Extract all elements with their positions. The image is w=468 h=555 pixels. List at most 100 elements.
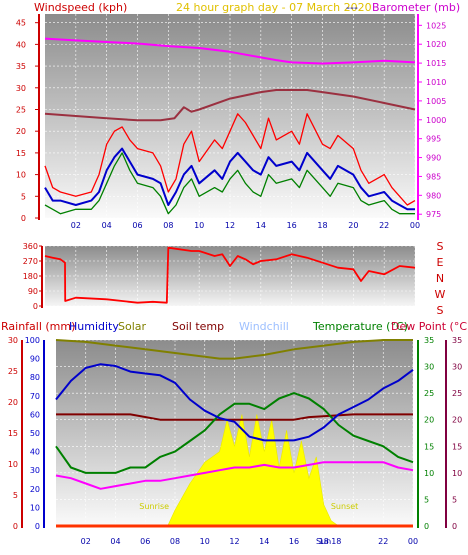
barometer-tick-label: 975 (426, 210, 441, 219)
temp-x-tick-label: 00 (408, 537, 418, 546)
chart-title: 24 hour graph day - 07 March 2020 (176, 1, 372, 14)
rainfall-tick-label: 10 (8, 460, 18, 469)
wind-x-tick-label: 16 (287, 221, 297, 230)
barometer-tick-label: 1010 (426, 78, 446, 87)
temperature-line (55, 392, 414, 474)
windspeed-axis-label: Windspeed (kph) (34, 1, 128, 14)
solar-radiation-area (167, 414, 340, 527)
compass-label: S (437, 240, 444, 253)
direction-tick-label: 90 (28, 287, 38, 296)
dew-point-tick-label: 30 (452, 363, 462, 372)
temperature-tick-label: 20 (424, 416, 434, 425)
humidity-tick-label: 70 (30, 392, 40, 401)
rainfall-tick-label: 5 (13, 491, 18, 500)
barometer-line (44, 37, 416, 65)
temp-x-tick-label: 16 (289, 537, 299, 546)
windspeed-tick-label: 15 (16, 149, 26, 158)
humidity-tick-label: 50 (30, 429, 40, 438)
humidity-tick-label: 40 (30, 448, 40, 457)
temp-x-tick-label: 02 (81, 537, 91, 546)
wind-x-tick-label: 14 (256, 221, 266, 230)
wind-x-tick-label: 18 (317, 221, 327, 230)
windspeed-tick-label: 35 (16, 62, 26, 71)
windspeed-tick-label: 10 (16, 171, 26, 180)
dew-point-tick-label: 5 (452, 495, 457, 504)
rainfall-tick-label: 30 (8, 336, 18, 345)
windspeed-tick-label: 40 (16, 40, 26, 49)
wind-average-line (44, 147, 415, 211)
wind-x-tick-label: 02 (71, 221, 81, 230)
barometer-tick-label: 980 (426, 191, 441, 200)
wind-x-tick-label: 04 (102, 221, 112, 230)
humidity-tick-label: 30 (30, 466, 40, 475)
barometer-tick-label: 985 (426, 172, 441, 181)
humidity-tick-label: 60 (30, 410, 40, 419)
direction-tick-label: 0 (33, 302, 38, 311)
soil-temp-line (56, 413, 413, 421)
wind-x-tick-label: 08 (163, 221, 173, 230)
rainfall-tick-label: 20 (8, 398, 18, 407)
temperature-tick-label: 35 (424, 336, 434, 345)
temp-x-tick-label: 04 (110, 537, 120, 546)
wind-x-tick-label: 10 (194, 221, 204, 230)
dew-point-tick-label: 25 (452, 389, 462, 398)
solar-line (55, 339, 413, 360)
legend-humidity: Humidity (69, 320, 119, 333)
humidity-tick-label: 10 (30, 503, 40, 512)
windspeed-tick-label: 0 (21, 214, 26, 223)
sunset-label: Sunset (331, 502, 358, 511)
legend-windchill: Windchill (239, 320, 289, 333)
legend-rainfall: Rainfall (mm) (1, 320, 76, 333)
pressure-trend-line (44, 89, 416, 122)
barometer-tick-label: 1005 (426, 97, 446, 106)
humidity-tick-label: 80 (30, 373, 40, 382)
wind-gust-line (44, 113, 416, 206)
barometer-tick-label: 1015 (426, 59, 446, 68)
temperature-tick-label: 25 (424, 389, 434, 398)
rainfall-tick-label: 15 (8, 429, 18, 438)
wind-x-tick-label: 22 (379, 221, 389, 230)
legend-dew-point: Dew Point (°C) (391, 320, 468, 333)
legend-solar: Solar (118, 320, 147, 333)
temperature-tick-label: 10 (424, 469, 434, 478)
humidity-tick-label: 0 (35, 522, 40, 531)
windspeed-tick-label: 20 (16, 127, 26, 136)
dew-point-tick-label: 0 (452, 522, 457, 531)
barometer-tick-label: 995 (426, 135, 441, 144)
direction-tick-label: 180 (23, 272, 38, 281)
sunrise-label: Sunrise (139, 502, 169, 511)
dew-point-tick-label: 10 (452, 469, 462, 478)
humidity-line (55, 363, 414, 442)
compass-label: W (435, 288, 446, 301)
windspeed-tick-label: 30 (16, 84, 26, 93)
temperature-tick-label: 0 (424, 522, 429, 531)
rainfall-tick-label: 0 (13, 522, 18, 531)
title-separator: --- (346, 1, 358, 14)
humidity-tick-label: 100 (25, 336, 40, 345)
dew-point-line (55, 461, 414, 490)
direction-tick-label: 270 (23, 257, 38, 266)
compass-label: N (436, 272, 444, 285)
barometer-tick-label: 990 (426, 154, 441, 163)
temp-x-tick-label: 14 (259, 537, 269, 546)
compass-label: S (437, 304, 444, 317)
humidity-tick-label: 20 (30, 485, 40, 494)
rainfall-tick-label: 25 (8, 367, 18, 376)
wind-x-tick-label: 12 (225, 221, 235, 230)
temp-x-tick-label: 18 (319, 537, 329, 546)
temperature-tick-label: 15 (424, 442, 434, 451)
wind-x-tick-label: 00 (410, 221, 420, 230)
barometer-tick-label: 1020 (426, 40, 446, 49)
dew-point-tick-label: 15 (452, 442, 462, 451)
legend-soil-temp: Soil temp (172, 320, 225, 333)
sunset-prefix-label: Sun (316, 537, 331, 546)
windspeed-tick-label: 45 (16, 19, 26, 28)
windspeed-tick-label: 25 (16, 105, 26, 114)
barometer-tick-label: 1000 (426, 116, 446, 125)
temperature-tick-label: 5 (424, 495, 429, 504)
wind-x-tick-label: 20 (348, 221, 358, 230)
temp-x-tick-label: 08 (170, 537, 180, 546)
temp-x-tick-label: 22 (378, 537, 388, 546)
